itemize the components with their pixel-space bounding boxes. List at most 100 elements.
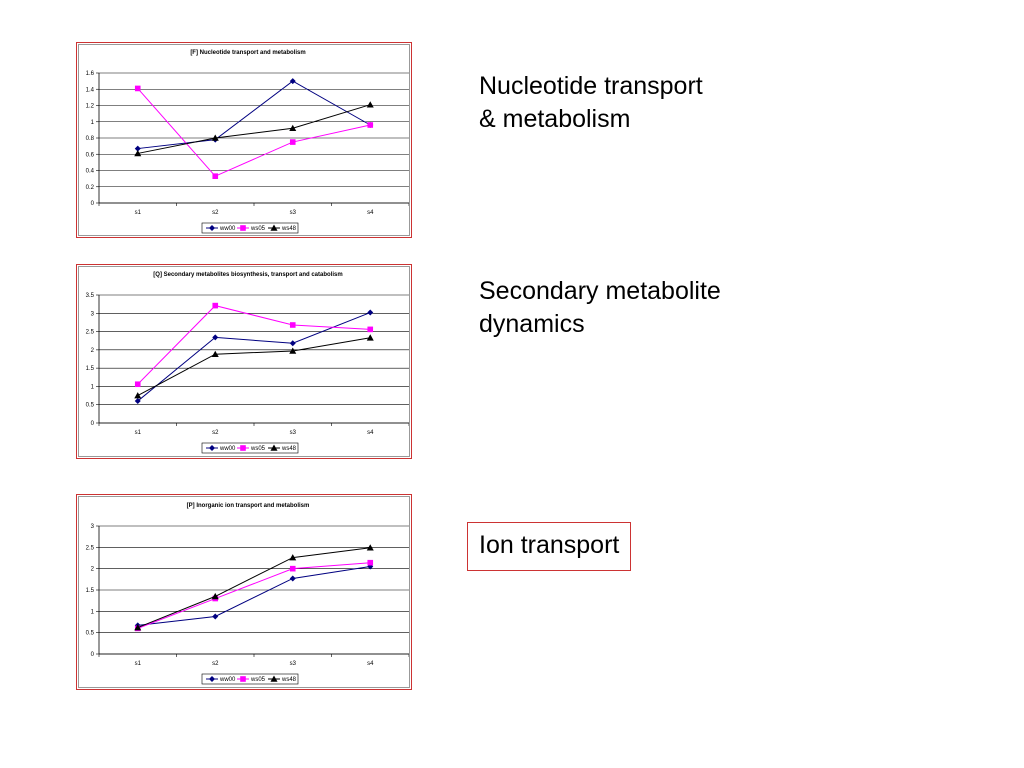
square-marker [134,85,141,92]
chart-title: [F] Nucleotide transport and metabolism [190,50,305,56]
x-tick-label: s1 [135,661,142,667]
legend-label: ws48 [281,677,297,683]
y-tick-label: 2.5 [86,545,95,551]
legend-box [201,673,299,685]
series-ws05 [134,302,374,388]
series-line [137,562,371,629]
chart-svg: [F] Nucleotide transport and metabolism 0… [86,50,410,234]
square-marker [134,381,141,388]
diamond-marker [209,445,215,451]
diamond-marker [134,145,141,152]
x-tick-label: s2 [212,661,219,667]
triangle-marker [289,124,297,132]
y-tick-label: 0.6 [86,152,95,158]
y-tick-label: 1 [91,609,95,615]
diamond-marker [209,676,215,682]
square-marker [240,676,246,682]
diamond-marker [289,340,296,347]
x-tick-label: s1 [135,430,142,436]
triangle-marker [211,350,219,358]
x-tick-label: s3 [290,430,297,436]
diamond-marker [134,398,141,405]
legend-label: ww00 [219,226,236,232]
caption-line: dynamics [479,310,585,338]
square-marker [289,322,296,328]
x-tick-label: s4 [367,210,374,216]
series-ws05 [134,85,374,179]
series-ws05 [134,559,374,632]
diamond-marker [212,334,219,341]
y-tick-label: 2 [91,348,95,354]
series-line [137,337,371,397]
caption-nucleotide-transport: Nucleotide transport & metabolism [479,70,779,136]
square-marker [240,445,246,451]
y-tick-label: 2.5 [86,330,95,336]
diamond-marker [289,575,296,582]
y-tick-label: 1 [91,120,95,126]
y-tick-label: 1.2 [86,104,95,110]
x-tick-label: s3 [290,210,297,216]
x-tick-label: s3 [290,661,297,667]
diamond-marker [212,613,219,620]
legend-label: ww00 [219,677,236,683]
square-marker [367,559,374,566]
legend-label: ws05 [250,226,266,232]
caption-secondary-metabolite: Secondary metabolite dynamics [479,275,799,341]
series-ww00 [134,309,374,405]
chart-title: [P] Inorganic ion transport and metaboli… [187,503,310,509]
diamond-marker [367,309,374,316]
series-line [137,312,371,402]
triangle-marker [270,675,278,682]
triangle-marker [270,224,278,231]
triangle-marker [289,347,297,354]
legend: ww00 ws05 ws48 [201,442,299,454]
x-tick-label: s1 [135,210,142,216]
square-marker [240,225,246,231]
series-line [137,80,371,150]
y-tick-label: 1.4 [86,87,95,93]
caption-line: Secondary metabolite [479,277,721,305]
series-ww00 [134,563,374,629]
caption-line: Ion transport [479,531,620,559]
legend-label: ws05 [250,677,266,683]
y-tick-label: 3 [91,524,95,530]
series-ws48 [134,544,374,631]
x-tick-label: s2 [212,210,219,216]
chart-title: [Q] Secondary metabolites biosynthesis, … [153,272,342,278]
legend-box [201,222,299,234]
triangle-marker [366,101,374,108]
triangle-marker [270,444,278,451]
legend-label: ws48 [281,226,297,232]
x-tick-label: s2 [212,430,219,436]
legend: ww00 ws05 ws48 [201,673,299,685]
y-tick-label: 0.5 [86,631,95,637]
square-marker [289,139,296,145]
y-tick-label: 0.8 [86,136,95,142]
caption-ion-transport-box: Ion transport [467,522,632,571]
series-line [137,104,371,154]
x-tick-label: s4 [367,430,374,436]
y-tick-label: 1.5 [86,366,95,372]
series-line [137,88,371,177]
triangle-marker [289,554,297,561]
series-line [137,547,371,629]
chart-svg: [P] Inorganic ion transport and metaboli… [86,503,410,685]
square-marker [367,326,374,333]
legend-label: ws05 [250,446,266,452]
series-line [137,305,371,385]
chart-secondary-metabolites: [Q] Secondary metabolites biosynthesis, … [76,264,412,459]
diamond-marker [289,78,296,85]
caption-line: & metabolism [479,105,631,133]
triangle-marker [134,624,142,631]
legend-box [201,442,299,454]
square-marker [212,302,219,309]
y-tick-label: 0.5 [86,403,95,409]
triangle-marker [134,149,142,157]
y-tick-label: 1.6 [86,71,95,77]
triangle-marker [366,334,374,341]
diamond-marker [367,563,374,570]
series-ws48 [134,334,374,399]
square-marker [212,173,219,179]
y-tick-label: 0.4 [86,169,95,175]
series-ws48 [134,101,374,157]
